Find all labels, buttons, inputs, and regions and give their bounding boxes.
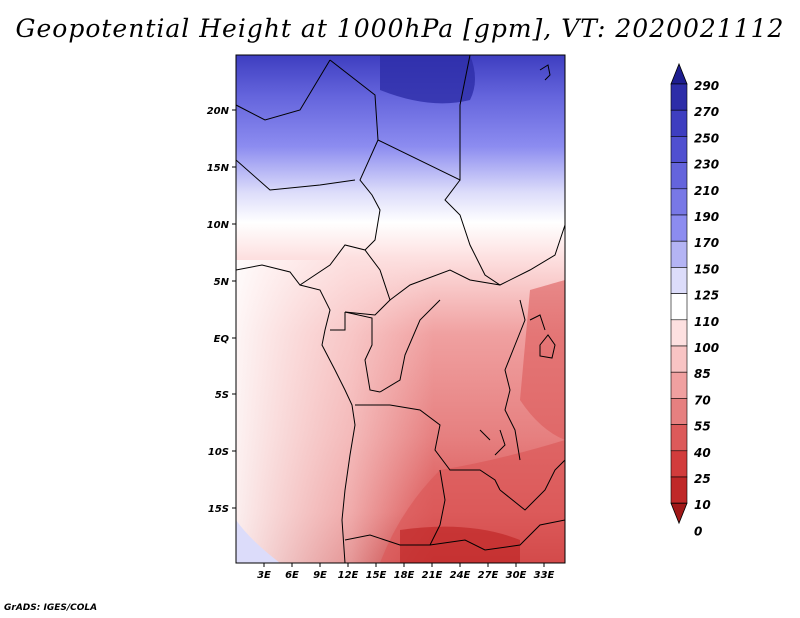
- grads-credit: GrADS: IGES/COLA: [4, 603, 98, 613]
- colorbar-label: 150: [694, 262, 719, 276]
- colorbar-swatch: [670, 424, 688, 452]
- colorbar-label: 40: [693, 446, 711, 460]
- lat-ticks: [232, 109, 236, 509]
- colorbar-label: 10: [694, 498, 711, 512]
- colorbar-label: 125: [694, 289, 719, 303]
- lat-labels: 20N 15N 10N 5N EQ 5S 10S 15S: [207, 106, 230, 515]
- colorbar-top-arrow: [670, 62, 688, 85]
- lat-label: 5N: [214, 277, 230, 288]
- colorbar-label: 0: [694, 524, 702, 538]
- lon-label: 30E: [506, 570, 527, 581]
- map-frame: [235, 54, 566, 564]
- colorbar-swatch: [670, 109, 688, 137]
- lon-label: 27E: [478, 570, 499, 581]
- colorbar-label: 25: [694, 472, 711, 486]
- colorbar: 2902702502302101901701501251101008570554…: [670, 62, 719, 538]
- colorbar-label: 270: [694, 105, 719, 119]
- colorbar-swatch: [670, 450, 688, 478]
- lon-label: 33E: [534, 570, 555, 581]
- colorbar-swatch: [670, 83, 688, 111]
- colorbar-swatch: [670, 267, 688, 294]
- colorbar-label: 170: [694, 236, 719, 250]
- lat-label: EQ: [214, 334, 230, 345]
- colorbar-swatch: [670, 136, 688, 163]
- lat-label: 20N: [207, 106, 230, 117]
- lon-label: 3E: [257, 570, 271, 581]
- colorbar-swatch: [670, 240, 688, 268]
- colorbar-label: 70: [694, 393, 711, 407]
- lon-label: 9E: [313, 570, 327, 581]
- map-field: [236, 55, 565, 563]
- colorbar-label: 210: [694, 184, 719, 198]
- colorbar-bottom-arrow: [670, 502, 688, 525]
- colorbar-label: 100: [694, 341, 719, 355]
- colorbar-label: 290: [694, 79, 719, 93]
- lon-label: 21E: [422, 570, 443, 581]
- colorbar-swatch: [670, 371, 688, 399]
- colorbar-swatch: [670, 345, 688, 373]
- lon-ticks: [263, 563, 545, 567]
- chart-title: Geopotential Height at 1000hPa [gpm], VT…: [15, 14, 785, 43]
- colorbar-swatch: [670, 214, 688, 242]
- colorbar-label: 250: [694, 131, 719, 145]
- lat-label: 15N: [207, 163, 230, 174]
- lon-label: 6E: [285, 570, 299, 581]
- lat-label: 10S: [208, 447, 229, 458]
- lat-label: 5S: [215, 390, 229, 401]
- colorbar-swatch: [670, 476, 688, 504]
- colorbar-swatch: [670, 398, 688, 425]
- lon-label: 24E: [450, 570, 471, 581]
- lon-label: 12E: [338, 570, 359, 581]
- colorbar-label: 110: [694, 315, 719, 329]
- colorbar-label: 230: [694, 158, 719, 172]
- colorbar-swatch: [670, 293, 688, 321]
- colorbar-swatch: [670, 188, 688, 216]
- lon-label: 15E: [366, 570, 387, 581]
- lat-label: 15S: [208, 504, 229, 515]
- lon-label: 18E: [394, 570, 415, 581]
- colorbar-swatch: [670, 319, 688, 347]
- lon-labels: 3E 6E 9E 12E 15E 18E 21E 24E 27E 30E 33E: [257, 570, 554, 581]
- colorbar-label: 85: [694, 367, 711, 381]
- lat-label: 10N: [207, 220, 230, 231]
- colorbar-label: 55: [694, 420, 711, 434]
- colorbar-swatch: [670, 162, 688, 190]
- colorbar-label: 190: [694, 210, 719, 224]
